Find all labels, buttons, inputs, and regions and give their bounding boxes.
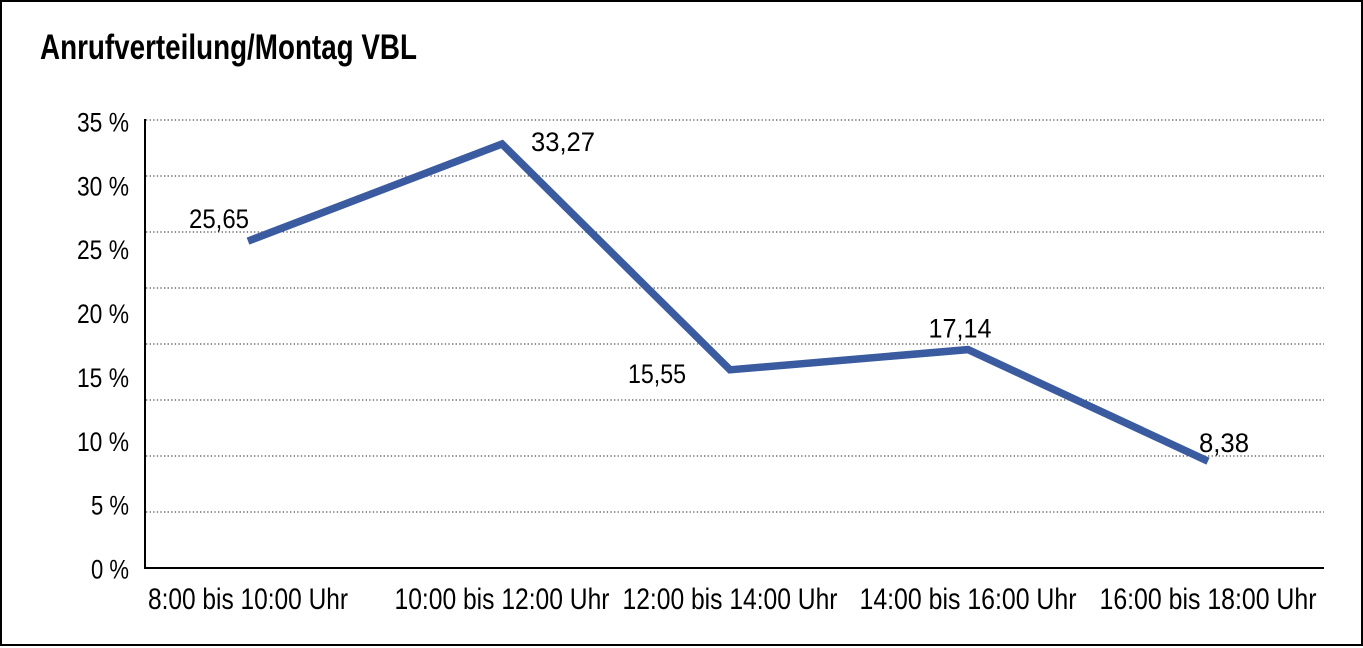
- x-axis-tick-labels: 8:00 bis 10:00 Uhr 10:00 bis 12:00 Uhr 12:…: [148, 583, 1317, 616]
- y-tick-label: 10 %: [77, 427, 129, 457]
- x-tick-label: 8:00 bis 10:00 Uhr: [148, 583, 348, 616]
- y-tick-label: 0 %: [91, 555, 129, 585]
- y-tick-label: 30 %: [77, 171, 129, 201]
- data-label: 33,27: [531, 127, 595, 157]
- y-tick-label: 25 %: [77, 235, 129, 265]
- data-label: 25,65: [189, 204, 249, 234]
- y-tick-label: 35 %: [77, 108, 129, 138]
- axes: [144, 119, 1324, 569]
- y-axis-tick-labels: 35 % 30 % 25 % 20 % 15 % 10 % 5 % 0 %: [77, 108, 129, 585]
- data-point-labels: 25,65 33,27 15,55 17,14 8,38: [189, 127, 1249, 458]
- data-label: 8,38: [1199, 428, 1249, 458]
- data-label: 15,55: [628, 359, 686, 389]
- chart-title: Anrufverteilung/Montag VBL: [40, 28, 417, 67]
- gridlines: [146, 119, 1324, 513]
- x-tick-label: 10:00 bis 12:00 Uhr: [395, 583, 610, 616]
- y-tick-label: 5 %: [91, 491, 129, 521]
- series-line-group: [246, 139, 1210, 465]
- series-line: [246, 139, 1210, 465]
- x-tick-label: 16:00 bis 18:00 Uhr: [1100, 583, 1317, 616]
- x-tick-label: 14:00 bis 16:00 Uhr: [860, 583, 1077, 616]
- y-tick-label: 20 %: [77, 299, 129, 329]
- y-tick-label: 15 %: [77, 363, 129, 393]
- data-label: 17,14: [929, 314, 992, 344]
- x-tick-label: 12:00 bis 14:00 Uhr: [623, 583, 838, 616]
